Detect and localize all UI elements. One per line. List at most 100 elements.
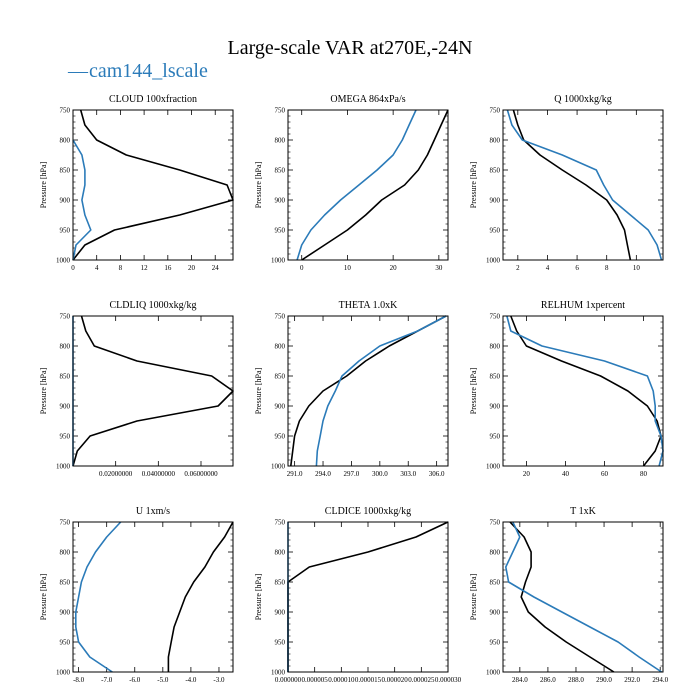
x-tick-label: 286.0 — [540, 676, 556, 684]
figure-title: Large-scale VAR at270E,-24N — [228, 37, 473, 59]
plot-frame — [72, 109, 234, 261]
series-line-reference — [290, 315, 447, 467]
y-tick-label: 750 — [60, 519, 71, 527]
series-line-cam144-lscale — [75, 521, 122, 673]
y-tick-label: 750 — [490, 107, 501, 115]
x-tick-label: 291.0 — [287, 470, 303, 478]
x-tick-label: 0.06000000 — [184, 470, 218, 478]
panel-title: RELHUM 1xpercent — [541, 300, 625, 311]
series-line-reference — [509, 521, 615, 673]
panel-title: OMEGA 864xPa/s — [330, 94, 405, 105]
legend-label: cam144_lscale — [89, 60, 208, 82]
y-tick-label: 1000 — [56, 669, 71, 677]
y-tick-label: 1000 — [486, 463, 501, 471]
x-tick-label: 294.0 — [315, 470, 331, 478]
x-tick-label: 40 — [562, 470, 570, 478]
panel-title: Q 1000xkg/kg — [554, 94, 612, 105]
y-tick-label: 1000 — [271, 463, 286, 471]
y-axis-label: Pressure [hPa] — [254, 367, 263, 414]
x-tick-label: 4 — [546, 264, 550, 272]
x-tick-label: 0 — [300, 264, 304, 272]
y-axis-label: Pressure [hPa] — [254, 573, 263, 620]
series-line-reference — [167, 521, 234, 672]
plot-frame — [72, 521, 234, 673]
x-tick-label: 0.000000 — [275, 676, 302, 684]
y-tick-label: 850 — [275, 373, 286, 381]
series-line-cam144-lscale — [505, 521, 663, 673]
x-tick-label: 24 — [212, 264, 220, 272]
y-tick-label: 800 — [275, 549, 286, 557]
y-tick-label: 900 — [490, 403, 501, 411]
plot-frame — [502, 315, 664, 467]
x-tick-label: 8 — [119, 264, 123, 272]
panel-5: THETA 1.0xK Pressure [hPa] 750 800 850 900 950… — [254, 300, 449, 478]
y-axis-label: Pressure [hPa] — [39, 161, 48, 208]
panel-2: OMEGA 864xPa/s Pressure [hPa] 750 800 850 900… — [254, 94, 449, 272]
x-tick-label: 290.0 — [596, 676, 612, 684]
series-line-reference — [72, 315, 234, 467]
y-tick-label: 900 — [275, 403, 286, 411]
y-tick-label: 800 — [60, 343, 71, 351]
y-tick-label: 750 — [60, 107, 71, 115]
x-tick-label: 0.000025 — [408, 676, 435, 684]
y-tick-label: 900 — [490, 197, 501, 205]
y-tick-label: 1000 — [486, 257, 501, 265]
y-tick-label: 1000 — [271, 669, 286, 677]
y-tick-label: 800 — [60, 137, 71, 145]
x-tick-label: 16 — [164, 264, 172, 272]
x-tick-label: 60 — [601, 470, 609, 478]
panel-4: CLDLIQ 1000xkg/kg Pressure [hPa] 750 800 850… — [39, 300, 234, 478]
y-tick-label: 800 — [490, 137, 501, 145]
y-tick-label: 950 — [490, 433, 501, 441]
y-tick-label: 750 — [490, 519, 501, 527]
panel-9: T 1xK Pressure [hPa] 750 800 850 900 950 1000 28… — [469, 506, 669, 684]
y-tick-label: 900 — [275, 197, 286, 205]
x-tick-label: 10 — [633, 264, 641, 272]
x-tick-label: 300.0 — [372, 470, 388, 478]
x-tick-label: 4 — [95, 264, 99, 272]
y-axis-label: Pressure [hPa] — [469, 161, 478, 208]
plot-frame — [502, 109, 664, 261]
x-tick-label: 284.0 — [512, 676, 528, 684]
y-tick-label: 750 — [275, 107, 286, 115]
y-tick-label: 1000 — [56, 257, 71, 265]
y-axis-label: Pressure [hPa] — [469, 367, 478, 414]
y-tick-label: 850 — [275, 579, 286, 587]
y-tick-label: 950 — [60, 227, 71, 235]
x-tick-label: 303.0 — [400, 470, 416, 478]
x-tick-label: 288.0 — [568, 676, 584, 684]
x-tick-label: 292.0 — [624, 676, 640, 684]
y-tick-label: 850 — [60, 579, 71, 587]
x-tick-label: 20 — [523, 470, 531, 478]
x-tick-label: 0.000030 — [435, 676, 462, 684]
y-tick-label: 950 — [275, 227, 286, 235]
y-tick-label: 900 — [60, 197, 71, 205]
x-tick-label: 0.04000000 — [142, 470, 176, 478]
y-tick-label: 950 — [60, 639, 71, 647]
x-tick-label: 30 — [435, 264, 443, 272]
x-tick-label: 0.000010 — [328, 676, 355, 684]
y-tick-label: 850 — [490, 373, 501, 381]
y-tick-label: 950 — [490, 227, 501, 235]
x-tick-label: 20 — [390, 264, 398, 272]
x-tick-label: 0.02000000 — [99, 470, 133, 478]
y-tick-label: 750 — [275, 519, 286, 527]
y-tick-label: 750 — [490, 313, 501, 321]
y-tick-label: 850 — [490, 167, 501, 175]
x-tick-label: 297.0 — [344, 470, 360, 478]
x-tick-label: 12 — [141, 264, 149, 272]
y-tick-label: 1000 — [56, 463, 71, 471]
series-line-reference — [510, 315, 662, 467]
y-tick-label: 850 — [60, 167, 71, 175]
panel-7: U 1xm/s Pressure [hPa] 750 800 850 900 950 1000… — [39, 506, 234, 684]
y-tick-label: 950 — [275, 639, 286, 647]
y-tick-label: 900 — [60, 403, 71, 411]
series-line-cam144-lscale — [315, 315, 447, 467]
y-tick-label: 750 — [60, 313, 71, 321]
x-tick-label: -7.0 — [101, 676, 113, 684]
y-tick-label: 1000 — [271, 257, 286, 265]
panel-title: T 1xK — [570, 506, 596, 517]
y-tick-label: 800 — [275, 137, 286, 145]
y-axis-label: Pressure [hPa] — [39, 367, 48, 414]
